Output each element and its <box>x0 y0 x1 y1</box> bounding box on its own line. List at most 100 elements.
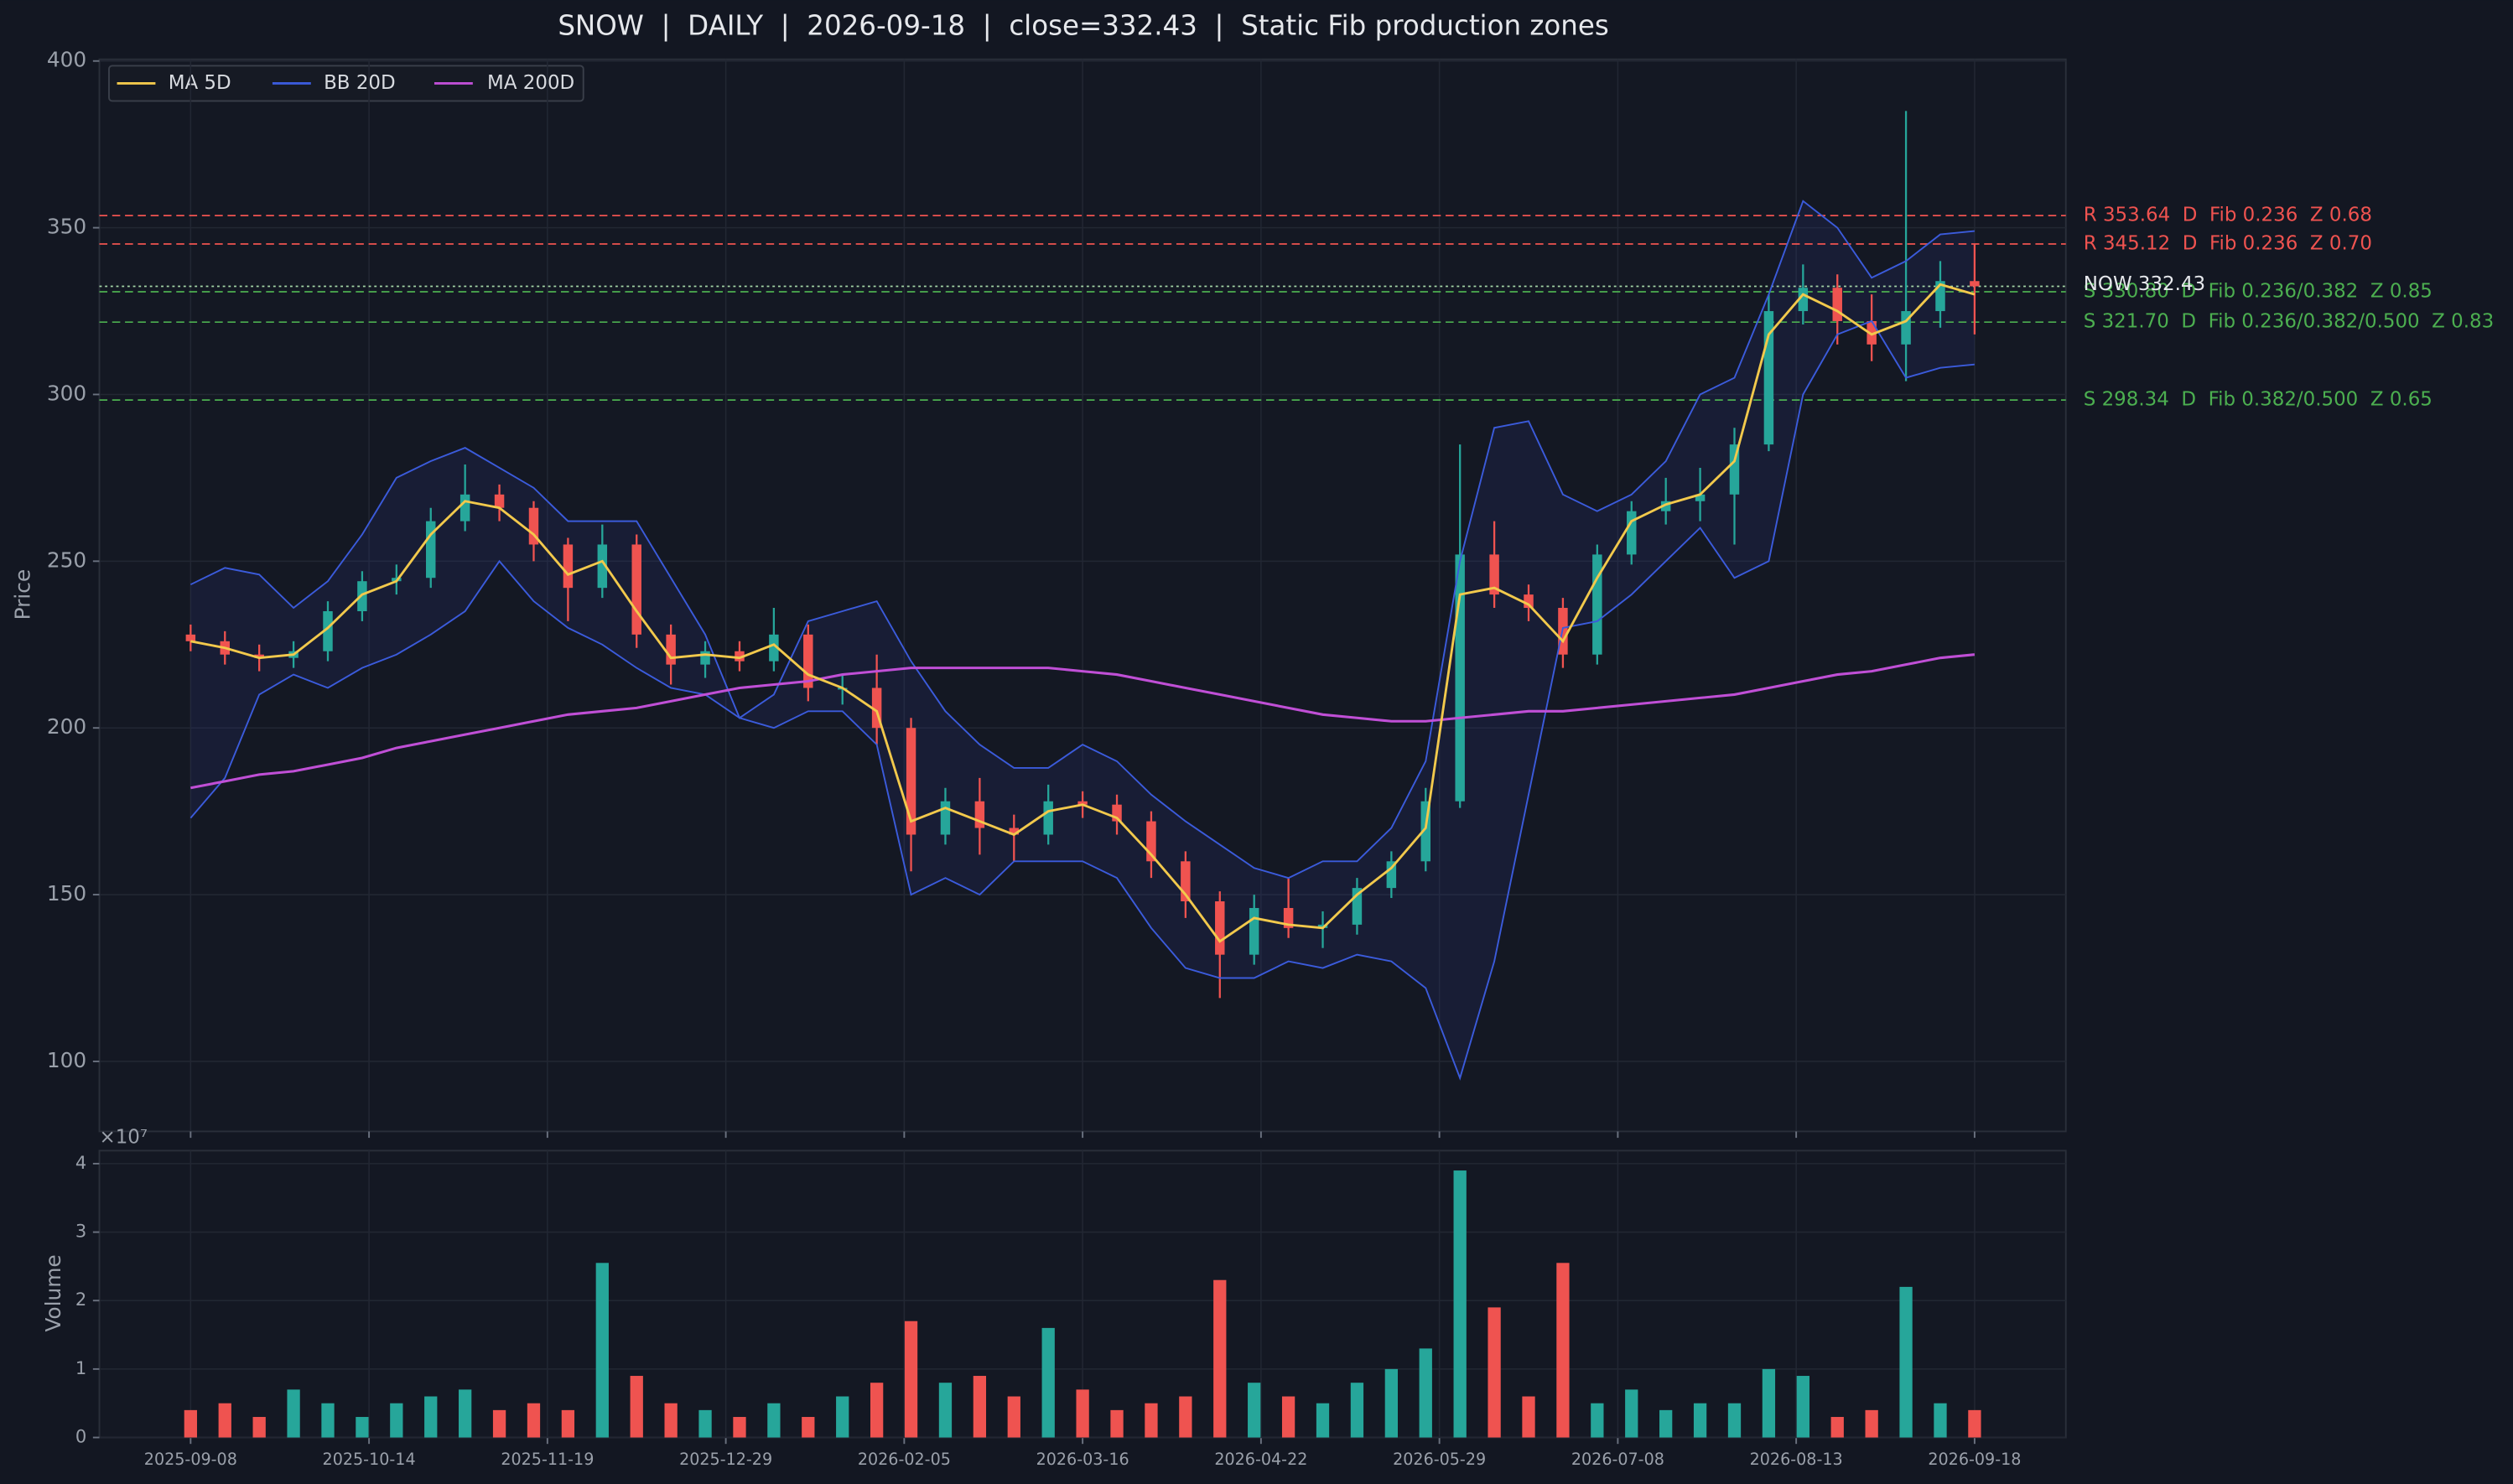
level-label: S 298.34 D Fib 0.382/0.500 Z 0.65 <box>2084 389 2433 411</box>
volume-bar <box>870 1383 884 1438</box>
legend: MA 5D BB 20D MA 200D <box>108 65 584 102</box>
volume-bar <box>836 1396 849 1438</box>
level-label: R 345.12 D Fib 0.236 Z 0.70 <box>2084 233 2372 255</box>
x-tick-label: 2025-12-29 <box>679 1450 772 1469</box>
candle-body <box>1489 554 1499 595</box>
x-tick-label: 2026-03-16 <box>1036 1450 1129 1469</box>
x-tick-label: 2025-10-14 <box>323 1450 416 1469</box>
candle-body <box>974 801 985 828</box>
volume-bar <box>1762 1368 1776 1438</box>
candle-body <box>1627 511 1637 555</box>
legend-box <box>108 65 584 102</box>
candle-body <box>666 634 676 665</box>
candle-body <box>1832 288 1842 321</box>
candle-body <box>940 801 951 835</box>
candle-body <box>803 634 813 688</box>
candle-body <box>871 688 882 729</box>
candle-body <box>563 544 574 589</box>
volume-bar <box>527 1403 541 1438</box>
volume-bar <box>1625 1389 1638 1438</box>
candle-body <box>906 728 916 835</box>
legend-label: MA 5D <box>169 72 231 94</box>
candle-body <box>1386 861 1397 889</box>
volume-bar <box>1419 1348 1432 1438</box>
bb-upper-line <box>190 200 1975 880</box>
bb-lower-line <box>190 319 1975 1081</box>
candle-body <box>1077 801 1088 805</box>
y-axis-label: Price <box>11 569 35 620</box>
candle-body <box>1695 494 1706 501</box>
candle-body <box>1524 594 1534 609</box>
volume-bar <box>1727 1403 1742 1438</box>
candle-body <box>1660 501 1671 511</box>
level-label: S 321.70 D Fib 0.236/0.382/0.500 Z 0.83 <box>2084 311 2494 333</box>
volume-bar <box>1693 1403 1707 1438</box>
x-tick-label: 2026-05-29 <box>1393 1450 1486 1469</box>
y-offset-label: ×10⁷ <box>100 1127 148 1149</box>
x-tick-label: 2025-09-08 <box>144 1450 237 1469</box>
volume-bar <box>1179 1396 1192 1438</box>
volume-bar <box>904 1321 918 1438</box>
ma200-line <box>190 653 1976 790</box>
volume-bar <box>390 1403 403 1438</box>
candle-body <box>1867 320 1877 345</box>
volume-bar <box>1110 1409 1124 1438</box>
legend-label: MA 200D <box>487 72 574 94</box>
volume-bar <box>1899 1286 1913 1438</box>
volume-bar <box>1522 1396 1535 1438</box>
volume-bar <box>938 1383 953 1438</box>
candle-body <box>1420 801 1430 862</box>
volume-bar <box>1556 1263 1570 1438</box>
x-tick-label: 2026-04-22 <box>1214 1450 1307 1469</box>
level-label: R 353.64 D Fib 0.236 Z 0.68 <box>2084 205 2372 226</box>
candle-body <box>1283 907 1294 928</box>
candle-body <box>597 544 608 589</box>
volume-bar <box>733 1417 746 1438</box>
volume-bar <box>424 1396 438 1438</box>
candle-body <box>1970 281 1980 287</box>
x-tick-label: 2025-11-19 <box>501 1450 594 1469</box>
candle-body <box>1181 861 1191 902</box>
volume-bar <box>1659 1409 1673 1438</box>
candle-body <box>1043 801 1053 835</box>
volume-bar <box>1316 1403 1330 1438</box>
candle-body <box>1249 907 1259 955</box>
volume-bar <box>1968 1409 1981 1438</box>
now-label: NOW 332.43 <box>2084 273 2205 295</box>
candle-body <box>185 634 196 641</box>
level-label: S 330.80 D Fib 0.236/0.382 Z 0.85 <box>2084 280 2433 302</box>
volume-bar <box>492 1409 506 1438</box>
volume-bar <box>459 1389 472 1438</box>
candle-body <box>769 634 779 662</box>
y-tick-label: 250 <box>47 547 86 572</box>
y-tick-label: 350 <box>47 215 86 239</box>
volume-bar <box>252 1417 266 1438</box>
x-tick-label: 2026-02-05 <box>858 1450 951 1469</box>
y-tick-label: 200 <box>47 714 86 739</box>
volume-bar <box>1076 1389 1089 1438</box>
candle-body <box>254 654 264 658</box>
y-tick-label: 0 <box>75 1426 86 1447</box>
candle-body <box>735 651 745 662</box>
y-tick-label: 300 <box>47 381 86 405</box>
candle-body <box>1729 444 1740 495</box>
volume-bar <box>1453 1170 1467 1438</box>
volume-bar <box>1041 1327 1055 1438</box>
x-tick-label: 2026-07-08 <box>1571 1450 1664 1469</box>
y-tick-label: 4 <box>75 1152 86 1173</box>
volume-bar <box>1350 1383 1364 1438</box>
volume-bar <box>664 1403 678 1438</box>
y-tick-label: 400 <box>47 48 86 72</box>
volume-bar <box>1796 1376 1809 1438</box>
volume-bar <box>218 1403 231 1438</box>
volume-bar <box>595 1263 609 1438</box>
candle-body <box>700 651 710 665</box>
volume-bar <box>1213 1279 1227 1438</box>
chart-title: SNOW | DAILY | 2026-09-18 | close=332.43… <box>558 10 1609 42</box>
candle-body <box>1592 554 1602 655</box>
candle-body <box>323 611 333 651</box>
candle-body <box>1112 804 1122 822</box>
ma5-line <box>190 283 1976 943</box>
